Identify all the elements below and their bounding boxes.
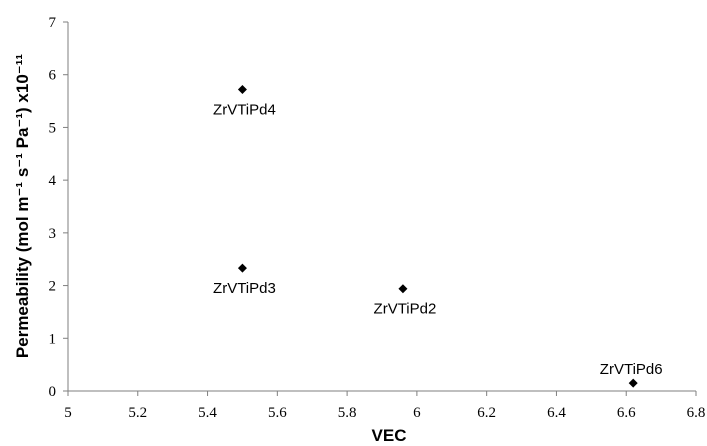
x-tick-label: 6.6	[617, 405, 636, 421]
y-axis-title: Permeability (mol m⁻¹ s⁻¹ Pa⁻¹) x10⁻¹¹	[13, 54, 32, 359]
x-tick-label: 5.2	[128, 405, 147, 421]
x-tick-label: 5.4	[198, 405, 217, 421]
y-tick-label: 4	[49, 173, 57, 189]
x-tick-label: 5	[64, 405, 72, 421]
y-tick-label: 1	[49, 331, 57, 347]
point-label-zrvtipd6: ZrVTiPd6	[600, 361, 663, 378]
x-tick-label: 5.8	[338, 405, 357, 421]
x-tick-labels: 5 5.2 5.4 5.6 5.8 6 6.2 6.4 6.6 6.8	[64, 391, 705, 421]
x-tick-label: 5.6	[268, 405, 287, 421]
x-axis-title: VEC	[372, 426, 407, 445]
x-tick-label: 6.4	[547, 405, 566, 421]
point-label-zrvtipd2: ZrVTiPd2	[374, 301, 437, 318]
x-tick-label: 6.2	[477, 405, 496, 421]
y-tick-label: 7	[49, 15, 57, 31]
y-tick-label: 3	[49, 226, 57, 242]
y-tick-labels: 0 1 2 3 4 5 6 7	[49, 15, 68, 400]
x-tick-label: 6.8	[687, 405, 706, 421]
y-tick-label: 0	[49, 384, 57, 400]
point-labels: ZrVTiPd4 ZrVTiPd3 ZrVTiPd2 ZrVTiPd6	[213, 101, 663, 378]
x-tick-label: 6	[413, 405, 421, 421]
data-point-zrvtipd2	[398, 284, 408, 294]
y-tick-label: 6	[49, 68, 57, 84]
data-point-zrvtipd4	[237, 84, 247, 94]
data-point-zrvtipd3	[237, 263, 247, 273]
point-label-zrvtipd3: ZrVTiPd3	[213, 280, 276, 297]
data-points	[237, 84, 638, 388]
y-tick-label: 2	[49, 279, 57, 295]
data-point-zrvtipd6	[628, 378, 638, 388]
point-label-zrvtipd4: ZrVTiPd4	[213, 101, 276, 118]
y-tick-label: 5	[49, 120, 57, 136]
